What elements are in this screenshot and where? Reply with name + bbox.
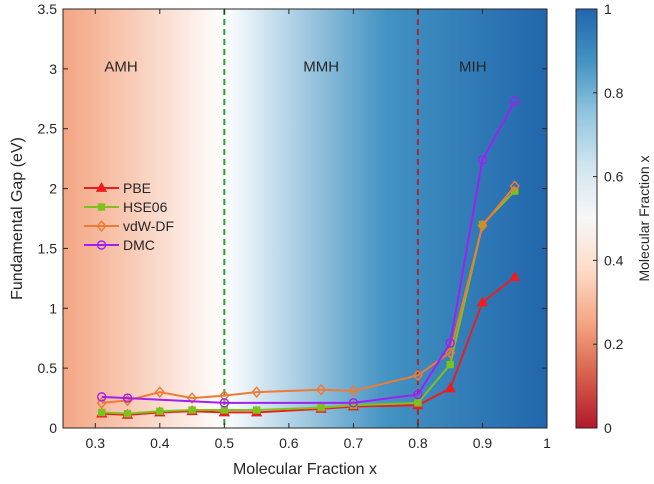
- x-tick-label-0: 0.3: [86, 435, 106, 451]
- legend-item-dmc: DMC: [84, 237, 155, 253]
- point-vdw-df-11: [509, 180, 520, 193]
- legend: PBE HSE06 vdW-DF DMC: [84, 180, 174, 253]
- y-tick-label-5: 2.5: [38, 121, 58, 137]
- series-vdw-df: [96, 180, 520, 409]
- y-tick-label-0: 0: [49, 420, 57, 436]
- legend-marker-vdw-df: [96, 220, 107, 232]
- colorbar-tick-label-3: 0.6: [604, 169, 624, 185]
- colorbar-tick-label-0: 0: [604, 420, 612, 436]
- point-hse06-1: [123, 409, 132, 418]
- legend-label-hse06: HSE06: [123, 199, 168, 215]
- point-hse06-6: [317, 403, 325, 412]
- point-dmc-1: [122, 393, 133, 403]
- point-pbe-10: [476, 296, 489, 307]
- point-vdw-df-2: [154, 386, 165, 398]
- y-tick-label-3: 1.5: [38, 240, 58, 256]
- colorbar-tick-label-2: 0.4: [604, 252, 624, 268]
- legend-item-pbe: PBE: [84, 180, 151, 196]
- plot-frame: [62, 8, 548, 429]
- legend-marker-pbe: [95, 181, 108, 192]
- y-tick-label-4: 2: [49, 181, 57, 197]
- colorbar: [575, 8, 598, 429]
- y-tick-label-6: 3: [49, 61, 57, 77]
- x-tick-label-5: 0.8: [408, 435, 428, 451]
- x-axis-label: Molecular Fraction x: [233, 461, 377, 478]
- x-tick-label-7: 1: [543, 435, 551, 451]
- point-pbe-9: [444, 382, 456, 393]
- series-line-dmc: [101, 100, 516, 404]
- series-line-vdw-df: [101, 185, 516, 404]
- point-vdw-df-9: [445, 346, 456, 359]
- legend-label-dmc: DMC: [123, 237, 155, 253]
- y-tick-label-2: 1: [49, 300, 57, 316]
- point-vdw-df-3: [186, 392, 198, 404]
- point-vdw-df-5: [251, 386, 262, 398]
- legend-marker-dmc: [96, 240, 107, 250]
- legend-marker-hse06: [97, 203, 106, 211]
- point-dmc-0: [97, 392, 107, 402]
- point-vdw-df-0: [96, 396, 107, 409]
- y-tick-label-1: 0.5: [38, 360, 58, 376]
- legend-label-vdw-df: vdW-DF: [123, 218, 174, 234]
- x-tick-label-2: 0.5: [215, 435, 235, 451]
- point-dmc-6: [477, 155, 488, 165]
- point-vdw-df-8: [412, 369, 424, 382]
- region-label-amh: AMH: [104, 58, 137, 75]
- x-tick-label-1: 0.4: [150, 435, 170, 451]
- point-hse06-9: [446, 360, 454, 369]
- point-hse06-2: [156, 407, 164, 415]
- point-hse06-8: [414, 399, 422, 407]
- colorbar-label: Molecular Fraction x: [636, 155, 652, 281]
- point-dmc-7: [510, 96, 520, 106]
- series-line-hse06: [101, 190, 516, 415]
- point-hse06-3: [188, 406, 196, 414]
- series-dmc: [97, 96, 520, 408]
- point-hse06-5: [252, 406, 261, 414]
- x-tick-label-4: 0.7: [344, 435, 364, 451]
- y-axis-label: Fundamental Gap (eV): [9, 137, 26, 300]
- legend-item-hse06: HSE06: [84, 199, 168, 215]
- point-dmc-2: [219, 398, 230, 408]
- legend-label-pbe: PBE: [123, 180, 151, 196]
- point-dmc-4: [413, 389, 423, 400]
- y-tick-label-7: 3.5: [38, 1, 58, 17]
- x-tick-label-3: 0.6: [279, 435, 299, 451]
- point-vdw-df-4: [219, 389, 230, 402]
- point-vdw-df-6: [316, 383, 327, 396]
- point-dmc-3: [348, 398, 359, 408]
- point-hse06-0: [98, 408, 106, 417]
- colorbar-tick-label-4: 0.8: [604, 85, 624, 101]
- region-label-mih: MIH: [459, 58, 487, 75]
- plot-background: [63, 9, 547, 428]
- point-pbe-11: [509, 271, 521, 282]
- colorbar-tick-label-1: 0.2: [604, 336, 624, 352]
- colorbar-tick-label-5: 1: [604, 1, 612, 17]
- point-dmc-5: [445, 338, 455, 348]
- point-hse06-4: [220, 406, 229, 414]
- point-vdw-df-10: [477, 219, 488, 232]
- region-label-mmh: MMH: [303, 58, 339, 75]
- legend-item-vdw-df: vdW-DF: [84, 218, 174, 234]
- point-vdw-df-7: [348, 385, 359, 397]
- x-tick-label-6: 0.9: [473, 435, 493, 451]
- series-line-pbe: [101, 276, 516, 416]
